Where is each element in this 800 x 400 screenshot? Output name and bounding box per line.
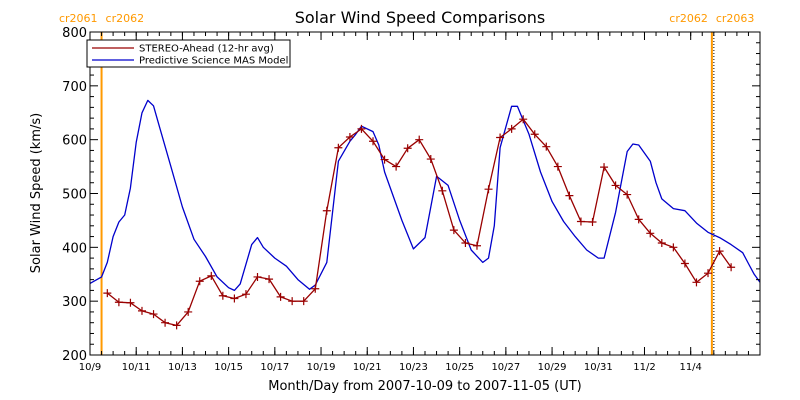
x-tick-label: 10/11 <box>122 362 151 373</box>
y-tick-label: 700 <box>62 80 87 95</box>
legend: STEREO-Ahead (12-hr avg) Predictive Scie… <box>86 39 291 68</box>
data-point-stereo <box>311 284 320 293</box>
data-point-stereo <box>322 206 331 215</box>
data-point-stereo <box>669 243 678 252</box>
chart-title: Solar Wind Speed Comparisons <box>295 8 546 27</box>
data-point-stereo <box>299 297 308 306</box>
data-point-stereo <box>230 294 239 303</box>
carrington-left-label: cr2061 <box>59 12 98 25</box>
x-tick-label: 10/27 <box>491 362 520 373</box>
data-point-stereo <box>472 241 481 250</box>
data-point-stereo <box>345 132 354 141</box>
data-point-stereo <box>576 217 585 226</box>
legend-label-model: Predictive Science MAS Model <box>139 56 288 67</box>
series-line-model <box>89 99 761 292</box>
data-point-stereo <box>727 263 736 272</box>
x-tick-label: 10/13 <box>168 362 197 373</box>
data-point-stereo <box>646 229 655 238</box>
data-point-stereo <box>369 137 378 146</box>
x-tick-label: 10/9 <box>79 362 101 373</box>
data-point-stereo <box>657 239 666 248</box>
data-point-stereo <box>542 142 551 151</box>
data-point-stereo <box>172 321 181 330</box>
x-tick-label: 10/31 <box>584 362 613 373</box>
y-tick-label: 800 <box>62 26 87 41</box>
y-axis-label: Solar Wind Speed (km/s) <box>29 113 44 273</box>
x-tick-label: 10/17 <box>260 362 289 373</box>
data-point-stereo <box>704 269 713 278</box>
data-point-stereo <box>288 297 297 306</box>
data-point-stereo <box>161 318 170 327</box>
data-point-stereo <box>530 130 539 139</box>
x-tick-label: 11/4 <box>679 362 701 373</box>
data-point-stereo <box>253 272 262 281</box>
data-point-stereo <box>588 218 597 227</box>
x-tick-label: 10/21 <box>353 362 382 373</box>
data-point-stereo <box>438 186 447 195</box>
data-point-stereo <box>565 191 574 200</box>
data-point-stereo <box>496 133 505 142</box>
data-point-stereo <box>623 190 632 199</box>
carrington-right-label: cr2062 <box>106 12 145 25</box>
data-point-stereo <box>611 181 620 190</box>
data-point-stereo <box>184 307 193 316</box>
data-point-stereo <box>715 247 724 256</box>
data-point-stereo <box>634 215 643 224</box>
data-point-stereo <box>600 163 609 172</box>
legend-box <box>86 39 291 68</box>
data-point-stereo <box>207 271 216 280</box>
x-axis: 10/9 10/11 10/13 10/15 10/17 10/19 10/21 10/23 1… <box>79 32 749 373</box>
x-tick-label: 10/29 <box>538 362 567 373</box>
x-axis-label: Month/Day from 2007-10-09 to 2007-11-05 … <box>268 379 581 394</box>
data-point-stereo <box>276 292 285 301</box>
x-tick-label: 10/23 <box>399 362 428 373</box>
data-point-stereo <box>461 239 470 248</box>
data-point-stereo <box>426 155 435 164</box>
y-axis: 200 300 400 500 600 700 800 <box>62 26 760 364</box>
data-point-stereo <box>114 298 123 307</box>
data-point-stereo <box>449 226 458 235</box>
y-tick-label: 600 <box>62 134 87 149</box>
data-point-stereo <box>415 135 424 144</box>
x-tick-label: 11/2 <box>633 362 655 373</box>
carrington-right-label: cr2063 <box>716 12 755 25</box>
x-tick-label: 10/25 <box>445 362 474 373</box>
data-point-stereo <box>553 162 562 171</box>
data-point-stereo <box>357 124 366 133</box>
data-point-stereo <box>484 185 493 194</box>
data-point-stereo <box>126 298 135 307</box>
data-point-stereo <box>507 124 516 133</box>
data-point-stereo <box>680 259 689 268</box>
legend-label-stereo: STEREO-Ahead (12-hr avg) <box>139 44 274 55</box>
y-tick-label: 400 <box>62 241 87 256</box>
series-layer <box>89 99 761 330</box>
data-point-stereo <box>692 278 701 287</box>
data-point-stereo <box>403 144 412 153</box>
data-point-stereo <box>241 290 250 299</box>
data-point-stereo <box>137 306 146 315</box>
y-tick-label: 200 <box>62 349 87 364</box>
carrington-boundaries: cr2061 cr2062 cr2062 cr2063 <box>59 12 754 355</box>
data-point-stereo <box>380 155 389 164</box>
data-point-stereo <box>519 115 528 124</box>
data-point-stereo <box>218 291 227 300</box>
x-tick-label: 10/15 <box>214 362 243 373</box>
y-tick-label: 500 <box>62 188 87 203</box>
x-tick-label: 10/19 <box>307 362 336 373</box>
data-point-stereo <box>265 275 274 284</box>
carrington-left-label: cr2062 <box>669 12 708 25</box>
data-point-stereo <box>195 277 204 286</box>
data-point-stereo <box>103 289 112 298</box>
data-point-stereo <box>392 162 401 171</box>
data-point-stereo <box>149 310 158 319</box>
y-tick-label: 300 <box>62 295 87 310</box>
data-point-stereo <box>334 143 343 152</box>
